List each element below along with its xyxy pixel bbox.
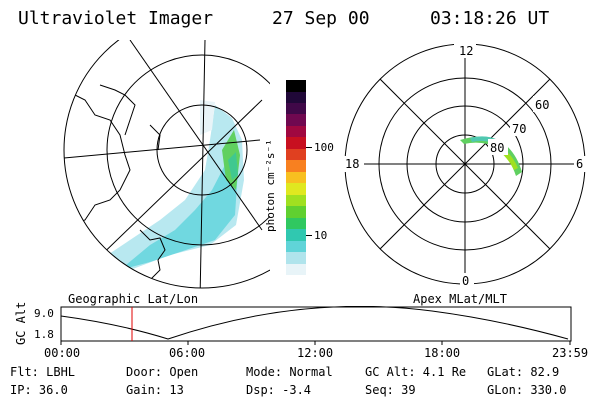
mlat-label-70: 70 bbox=[512, 122, 526, 136]
geographic-map bbox=[63, 40, 270, 289]
timeline-xlabel-1200: 12:00 bbox=[297, 346, 334, 360]
timeline-xlabel-2359: 23:59 bbox=[552, 346, 589, 360]
colorbar-swatch bbox=[286, 125, 306, 138]
info-glon: GLon: 330.0 bbox=[487, 383, 567, 397]
info-gc-alt: GC Alt: 4.1 Re bbox=[365, 365, 467, 379]
colorbar-swatch bbox=[286, 80, 306, 92]
colorbar-swatch bbox=[286, 217, 306, 230]
timeline-xlabel-0600: 06:00 bbox=[169, 346, 206, 360]
colorbar-tick-label-100: 100 bbox=[314, 141, 334, 154]
lat-lon-grid bbox=[64, 40, 270, 288]
colorbar bbox=[286, 80, 306, 275]
colorbar-tick-10 bbox=[306, 235, 312, 236]
altitude-curve bbox=[60, 306, 569, 340]
apex-polar-plot: 12 18 6 0 60 70 80 bbox=[342, 42, 588, 289]
mlt-label-0: 0 bbox=[462, 274, 469, 288]
colorbar-swatch bbox=[286, 263, 306, 275]
timeline-xlabel-0000: 00:00 bbox=[44, 346, 81, 360]
info-gain: Gain: 13 bbox=[126, 383, 184, 397]
colorbar-swatch bbox=[286, 252, 306, 264]
timeline-ytick-high: 9.0 bbox=[34, 307, 54, 320]
info-mode: Mode: Normal bbox=[246, 365, 333, 379]
mlt-label-bg-18 bbox=[342, 156, 364, 172]
colorbar-unit-label: photon cm⁻²s⁻¹ bbox=[264, 139, 277, 232]
timeline-ylabel: GC Alt bbox=[14, 301, 28, 345]
mlt-label-bg-6 bbox=[574, 156, 588, 172]
apex-panel-caption: Apex MLat/MLT bbox=[413, 292, 507, 306]
colorbar-swatch bbox=[286, 148, 306, 161]
mlat-label-bg-70 bbox=[510, 120, 530, 136]
mlat-label-60: 60 bbox=[535, 98, 549, 112]
colorbar-swatch bbox=[286, 240, 306, 253]
mlt-label-18: 18 bbox=[345, 157, 359, 171]
colorbar-swatch bbox=[286, 171, 306, 184]
polar-grid bbox=[344, 43, 586, 285]
colorbar-swatch bbox=[286, 160, 306, 172]
colorbar-tick-label-10: 10 bbox=[314, 229, 328, 242]
timeline-ytick-low: 1.8 bbox=[34, 328, 54, 341]
mlat-label-bg-60 bbox=[533, 96, 553, 112]
mlt-label-6: 6 bbox=[576, 157, 583, 171]
info-door: Door: Open bbox=[126, 365, 199, 379]
colorbar-swatch bbox=[286, 102, 306, 115]
info-seq: Seq: 39 bbox=[365, 383, 416, 397]
date-label: 27 Sep 00 bbox=[272, 8, 370, 29]
colorbar-swatch bbox=[286, 229, 306, 241]
info-glat: GLat: 82.9 bbox=[487, 365, 560, 379]
mlt-label-bg-12 bbox=[454, 42, 476, 58]
info-dsp: Dsp: -3.4 bbox=[246, 383, 312, 397]
geo-horizon bbox=[63, 40, 270, 289]
mlt-label-bg-0 bbox=[460, 273, 474, 289]
timeline-frame bbox=[60, 306, 572, 342]
colorbar-swatch bbox=[286, 91, 306, 103]
colorbar-swatch bbox=[286, 114, 306, 126]
mlat-label-80: 80 bbox=[490, 141, 504, 155]
instrument-title: Ultraviolet Imager bbox=[18, 8, 214, 29]
colorbar-swatch bbox=[286, 206, 306, 218]
colorbar-swatch bbox=[286, 194, 306, 207]
info-filter: Flt: LBHL bbox=[10, 365, 76, 379]
info-ip: IP: 36.0 bbox=[10, 383, 68, 397]
orbit-altitude-timeline bbox=[60, 306, 572, 345]
mlat-label-bg-80 bbox=[488, 139, 508, 155]
timeline-xlabel-1800: 18:00 bbox=[424, 346, 461, 360]
colorbar-swatch bbox=[286, 183, 306, 195]
geo-panel-caption: Geographic Lat/Lon bbox=[68, 292, 199, 306]
mlt-label-12: 12 bbox=[459, 44, 473, 58]
colorbar-tick-100 bbox=[306, 147, 312, 148]
time-label: 03:18:26 UT bbox=[430, 8, 550, 29]
colorbar-swatch bbox=[286, 137, 306, 149]
